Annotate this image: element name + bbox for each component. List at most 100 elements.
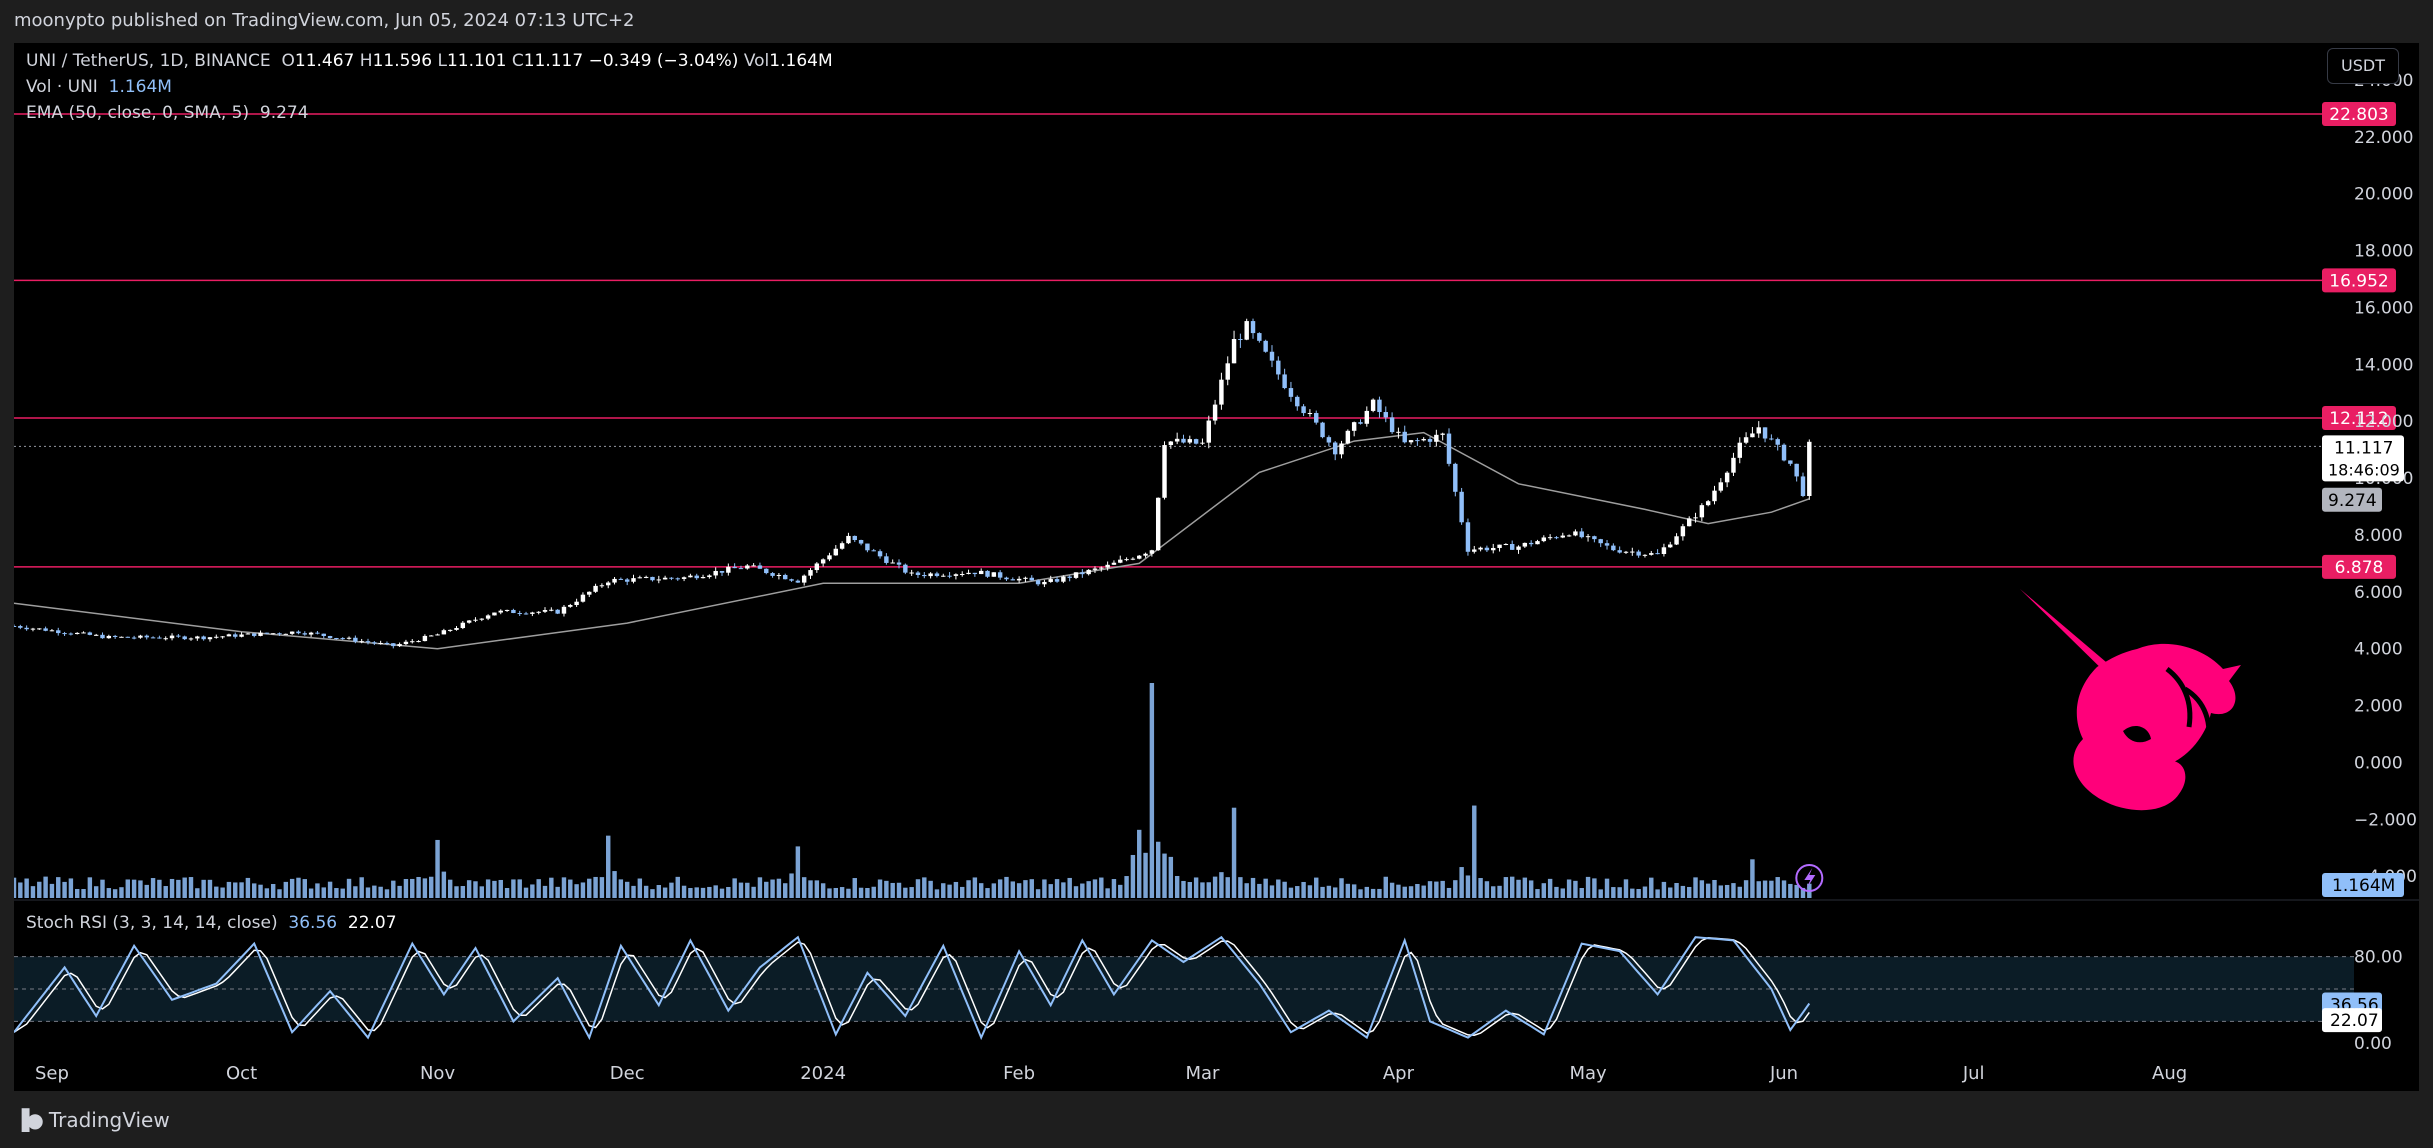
candle-body — [1680, 526, 1686, 537]
currency-button[interactable]: USDT — [2327, 48, 2399, 84]
candle-body — [1358, 422, 1363, 424]
volume-bar — [637, 878, 643, 898]
candle-body — [391, 643, 396, 647]
candle-body — [56, 630, 61, 634]
volume-bar — [839, 887, 845, 898]
volume-bar — [1377, 888, 1382, 898]
candle-body — [1794, 463, 1799, 477]
volume-bar — [1054, 879, 1060, 898]
volume-bar — [1206, 882, 1211, 898]
time-axis-label: Oct — [226, 1063, 257, 1084]
time-axis-label: Mar — [1185, 1063, 1220, 1084]
volume-bar — [1408, 886, 1414, 898]
candle-body — [1440, 433, 1445, 435]
candle-body — [1535, 541, 1540, 545]
volume-bar — [1623, 879, 1629, 898]
candle-body — [1655, 553, 1660, 555]
volume-legend[interactable]: Vol · UNI 1.164M — [26, 77, 172, 97]
candle-body — [960, 574, 965, 576]
candle-body — [1225, 363, 1230, 380]
volume-bar — [688, 888, 693, 898]
volume-bar — [1168, 856, 1174, 898]
volume-bar — [1364, 886, 1370, 898]
chart-canvas[interactable]: 22.803 16.952 12.112 6.878 80.00 0.00 36.56 22… — [14, 43, 2419, 1091]
volume-bar — [1118, 884, 1123, 898]
candle-body — [1604, 543, 1610, 546]
candle-body — [1800, 476, 1806, 496]
stoch-rsi-legend[interactable]: Stoch RSI (3, 3, 14, 14, close) 36.56 22… — [26, 913, 397, 933]
candle-body — [1048, 579, 1053, 582]
candle-body — [207, 637, 213, 640]
volume-bar — [593, 876, 598, 898]
candle-body — [1453, 463, 1458, 492]
volume-bar — [1522, 877, 1528, 898]
candle-body — [587, 591, 592, 595]
candle-body — [1010, 579, 1016, 581]
candle-body — [517, 613, 522, 615]
price-axis-tick: 14.000 — [2354, 355, 2413, 375]
volume-bar — [1769, 880, 1774, 898]
volume-bar — [75, 888, 80, 898]
volume-bar — [1073, 886, 1079, 898]
candle-body — [1592, 536, 1597, 540]
candle-body — [1598, 539, 1603, 544]
candle-body — [1705, 501, 1711, 506]
candle-body — [1712, 490, 1717, 502]
volume-bar — [138, 880, 143, 898]
volume-indicator-value: 1.164M — [108, 77, 172, 97]
candle-body — [751, 565, 756, 567]
candle-body — [783, 574, 788, 580]
symbol-label[interactable]: UNI / TetherUS, 1D, BINANCE — [26, 51, 271, 71]
candle-body — [985, 570, 990, 577]
candle-body — [599, 585, 605, 587]
candle-body — [1137, 555, 1142, 559]
candle-body — [858, 540, 864, 544]
volume-bar — [536, 879, 541, 898]
volume-bar — [372, 885, 377, 898]
candle-body — [1427, 439, 1433, 442]
candle-body — [1016, 578, 1022, 581]
volume-bar — [618, 879, 624, 898]
candle-body — [1320, 422, 1325, 438]
stoch-d-badge — [2322, 1008, 2382, 1033]
volume-bar — [789, 873, 794, 898]
ema-legend[interactable]: EMA (50, close, 0, SMA, 5) 9.274 — [26, 103, 309, 123]
volume-bar — [1680, 885, 1686, 898]
last-price-badge — [2322, 435, 2404, 482]
volume-bar — [656, 885, 662, 898]
volume-bar — [1566, 879, 1572, 898]
candle-body — [138, 635, 143, 638]
volume-bar — [675, 876, 680, 898]
volume-bar — [1320, 886, 1325, 898]
time-axis-label: Nov — [420, 1063, 455, 1084]
candle-body — [504, 609, 510, 611]
candle-body — [378, 642, 383, 644]
candle-body — [188, 638, 194, 640]
candle-body — [1282, 374, 1287, 389]
volume-bar — [833, 887, 839, 898]
volume-bar — [599, 877, 605, 898]
volume-bar — [1743, 880, 1749, 898]
candle-body — [384, 642, 390, 644]
volume-bar — [403, 879, 409, 898]
volume-bar — [1674, 883, 1679, 898]
candle-body — [1503, 544, 1509, 546]
candle-body — [1345, 430, 1351, 444]
volume-bar — [1174, 875, 1180, 898]
candle-body — [1092, 568, 1098, 570]
stoch-axis-tick: 80.00 — [2354, 948, 2403, 968]
volume-bar — [960, 886, 965, 898]
volume-bar — [1642, 886, 1648, 898]
candle-body — [308, 632, 314, 635]
volume-bar — [252, 883, 257, 898]
candle-body — [846, 535, 851, 544]
volume-bar — [1250, 877, 1256, 898]
candle-body — [884, 556, 889, 563]
volume-bar — [1788, 883, 1793, 898]
volume-bar — [517, 879, 522, 898]
candle-body — [1111, 562, 1117, 565]
footer-brand[interactable]: ▐● TradingView — [14, 1108, 170, 1132]
candle-body — [1257, 333, 1262, 341]
chart-panel[interactable]: 22.803 16.952 12.112 6.878 80.00 0.00 36.56 22… — [14, 43, 2419, 1091]
candle-body — [1080, 572, 1085, 575]
